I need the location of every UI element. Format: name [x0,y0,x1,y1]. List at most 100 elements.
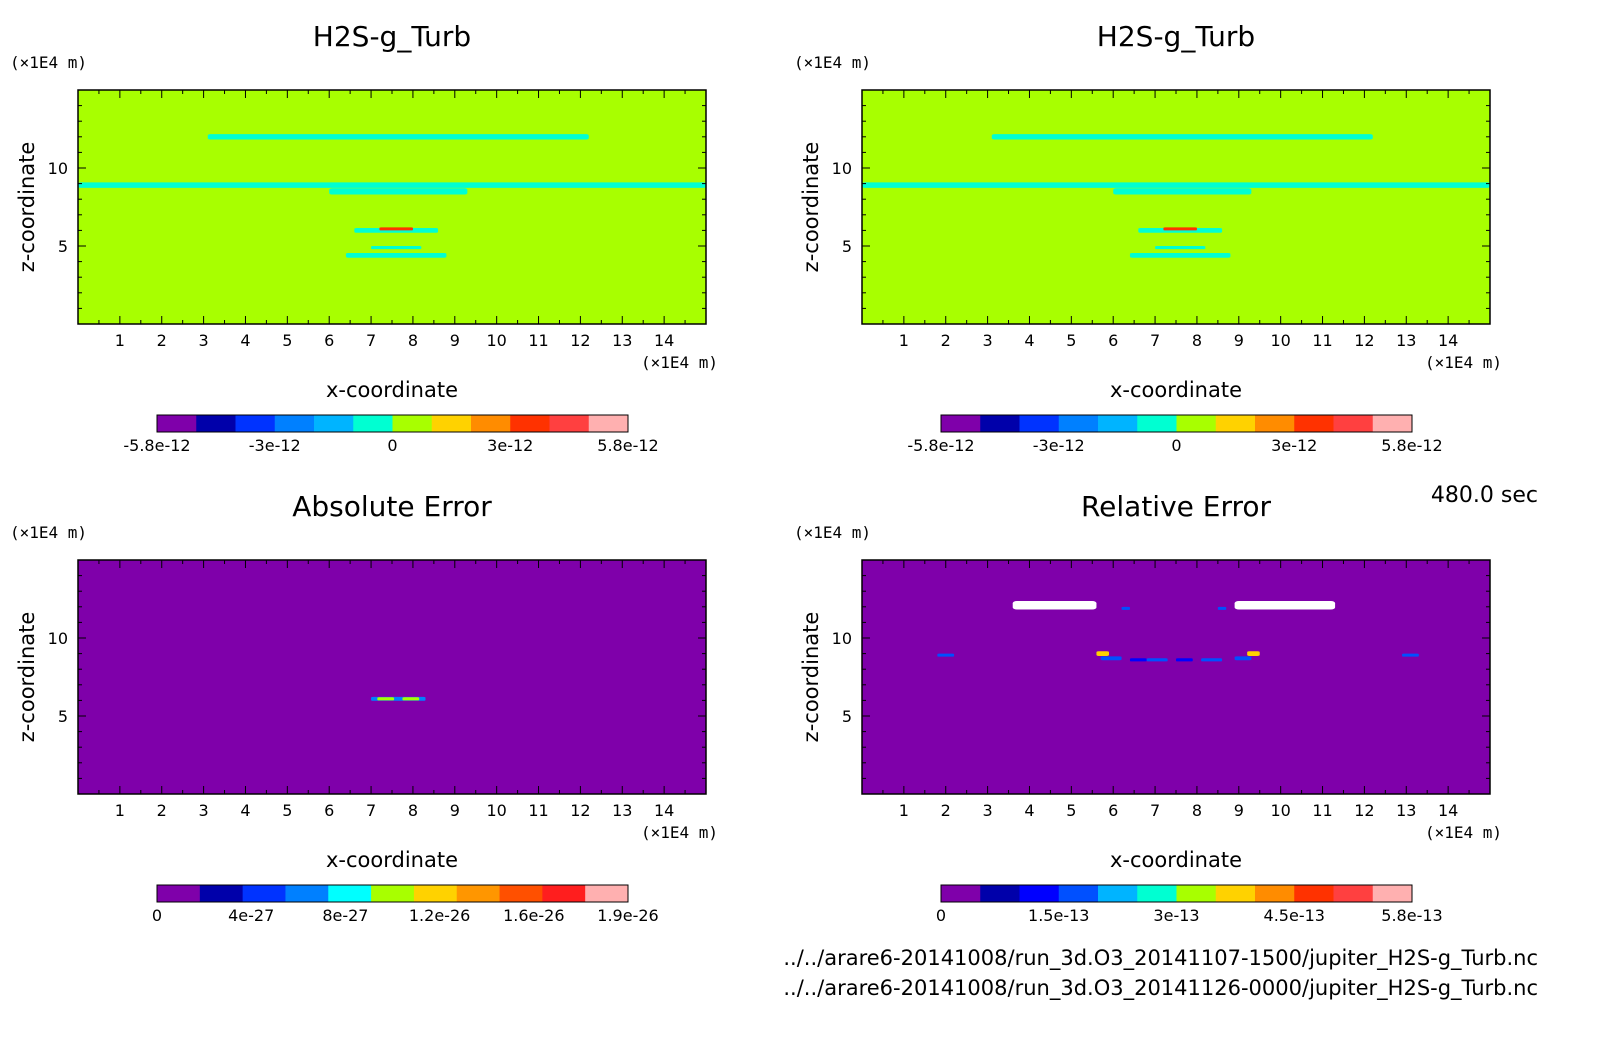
plot-area [78,90,706,324]
x-tick-label: 6 [1108,801,1118,820]
colorbar-swatch [471,415,511,432]
x-tick-label: 9 [1234,331,1244,350]
x-unit-label: (×1E4 m) [641,823,718,842]
colorbar-swatch [1137,415,1177,432]
field-feature [1234,600,1336,610]
field-feature [379,227,413,231]
colorbar-swatch [1333,415,1374,432]
colorbar-tick-label: 5.8e-12 [597,436,658,455]
y-unit-label: (×1E4 m) [794,53,871,72]
x-tick-label: 8 [1192,331,1202,350]
colorbar-tick-label: 4e-27 [228,906,274,925]
colorbar-tick-label: 5.8e-12 [1381,436,1442,455]
y-unit-label: (×1E4 m) [794,523,871,542]
field-feature [862,182,1490,188]
x-tick-label: 2 [941,331,951,350]
colorbar-swatch [542,885,586,902]
colorbar-frame [156,884,629,903]
file-path-1: ../../arare6-20141008/run_3d.O3_20141107… [783,946,1538,970]
field-feature [991,134,1373,140]
x-tick-label: 3 [983,331,993,350]
colorbar-swatch [1058,885,1099,902]
colorbar-tick-label: 0 [936,906,946,925]
colorbar-tick-label: 3e-13 [1153,906,1199,925]
x-tick-label: 11 [1312,331,1332,350]
field-feature [1163,227,1197,231]
x-tick-label: 12 [570,331,590,350]
field-feature [1129,658,1147,662]
colorbar-frame [940,414,1413,433]
plot-area [78,560,706,794]
y-tick-label: 10 [48,159,68,178]
field-feature [354,228,439,233]
colorbar-tick-label: 8e-27 [322,906,368,925]
x-tick-label: 1 [115,801,125,820]
x-axis-label: x-coordinate [326,378,458,402]
x-tick-label: 1 [115,331,125,350]
colorbar-tick-label: -3e-12 [1033,436,1085,455]
chart-title: Relative Error [1081,490,1272,523]
x-tick-label: 14 [654,331,674,350]
field-feature [207,134,589,140]
x-tick-label: 8 [408,801,418,820]
colorbar-swatch [1215,885,1256,902]
x-tick-label: 3 [199,331,209,350]
field-feature [937,653,955,657]
field-feature [1155,246,1206,250]
x-tick-label: 12 [570,801,590,820]
field-feature [329,188,468,195]
x-tick-label: 9 [450,331,460,350]
colorbar-swatch [1294,415,1334,432]
colorbar-tick-label: -5.8e-12 [123,436,190,455]
y-tick-label: 5 [842,707,852,726]
x-tick-label: 4 [240,331,250,350]
colorbar-swatch [588,415,629,432]
x-tick-label: 4 [1024,801,1034,820]
field-feature [1402,653,1419,657]
field-feature [1217,606,1227,610]
colorbar-tick-label: 1.5e-13 [1028,906,1089,925]
colorbar-swatch [157,415,197,432]
x-tick-label: 3 [983,801,993,820]
colorbar-swatch [980,415,1020,432]
y-axis-label: z-coordinate [799,612,823,743]
x-tick-label: 7 [1150,801,1160,820]
colorbar-swatch [196,415,236,432]
colorbar-swatch [456,885,501,902]
colorbar-swatch [431,415,472,432]
x-tick-label: 3 [199,801,209,820]
colorbar-tick-label: -5.8e-12 [907,436,974,455]
x-tick-label: 10 [1270,331,1290,350]
colorbar-tick-label: 0 [1171,436,1181,455]
colorbar-swatch [314,415,354,432]
x-tick-label: 7 [366,331,376,350]
colorbar-swatch [1058,415,1099,432]
y-tick-label: 5 [58,237,68,256]
colorbar-swatch [1176,885,1217,902]
colorbar-tick-label: 3e-12 [487,436,533,455]
x-tick-label: 5 [282,331,292,350]
x-tick-label: 1 [899,801,909,820]
colorbar-swatch [499,885,543,902]
field-feature [1121,606,1130,610]
colorbar-swatch [941,885,981,902]
x-tick-label: 7 [366,801,376,820]
field-feature [345,253,447,258]
x-tick-label: 8 [1192,801,1202,820]
field-feature [1129,253,1231,258]
y-unit-label: (×1E4 m) [10,53,87,72]
x-tick-label: 13 [1396,801,1416,820]
x-tick-label: 12 [1354,801,1374,820]
field-feature [1100,656,1122,661]
colorbar-swatch [1255,885,1295,902]
chart-title: Absolute Error [292,490,492,523]
colorbar-swatch [353,415,393,432]
field-feature [1012,600,1097,610]
field-feature [78,182,706,188]
x-tick-label: 5 [282,801,292,820]
colorbar-swatch [1019,415,1060,432]
x-unit-label: (×1E4 m) [641,353,718,372]
field-feature [377,697,395,701]
colorbar-swatch [157,885,201,902]
field-feature [1146,658,1168,662]
